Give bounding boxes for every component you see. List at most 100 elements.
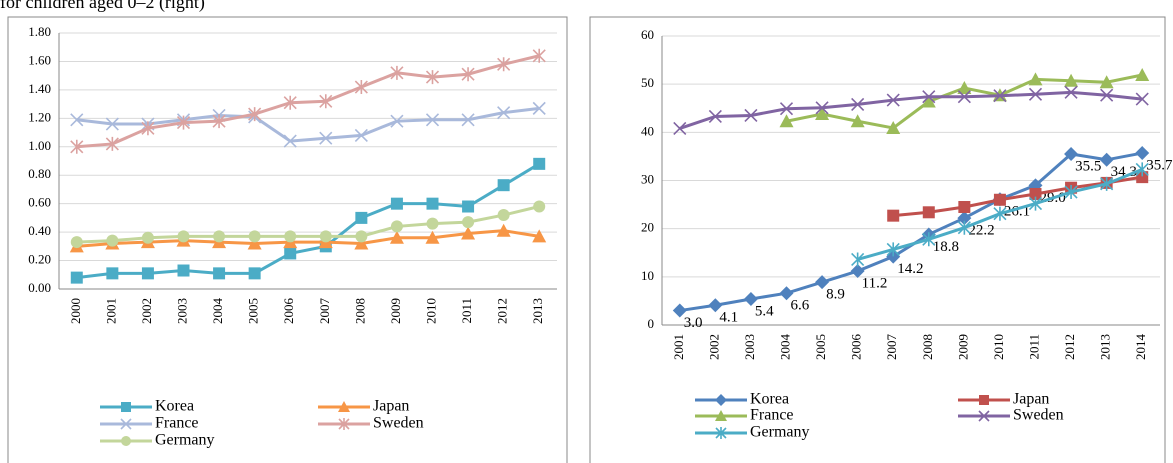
marker [497,106,511,120]
marker [425,113,440,127]
marker [461,226,476,240]
data-label: 4.1 [719,310,738,326]
marker [284,230,297,243]
marker [922,232,936,247]
marker [1028,72,1043,86]
marker [957,81,972,95]
marker [850,114,865,128]
data-label: 18.8 [933,239,959,255]
x-tick-label: 2011 [1026,334,1041,360]
y-tick-label: 40 [641,123,654,138]
marker [957,90,971,104]
caption: for children aged 0–2 (right) [0,0,205,13]
x-tick-label: 2013 [530,298,545,324]
marker [1100,88,1114,102]
y-tick-label: 0.00 [28,280,51,295]
legend-marker [121,436,131,446]
x-tick-label: 2001 [103,298,118,324]
y-tick-label: 0 [648,316,655,331]
marker [1064,185,1078,200]
marker [922,206,935,219]
x-tick-label: 2014 [1133,334,1148,361]
marker [1136,171,1149,184]
y-tick-label: 1.00 [28,138,51,153]
legend-marker [338,401,350,412]
marker [779,102,794,116]
x-tick-label: 2011 [459,298,474,324]
marker [248,267,261,280]
marker [957,211,972,226]
series-line [679,151,1143,313]
marker [426,197,439,210]
marker [743,291,758,306]
marker [815,101,829,115]
marker [141,121,155,136]
legend-label: Japan [373,398,409,415]
marker [957,220,971,235]
marker [354,236,369,250]
marker [319,131,333,145]
marker [212,114,226,129]
marker [70,271,83,284]
marker [390,65,404,80]
marker [248,107,262,122]
data-label: 3.0 [684,315,703,331]
marker [497,57,511,72]
marker [708,109,722,124]
marker [354,128,368,142]
legend-label: Germany [750,424,810,441]
x-tick-label: 2006 [281,298,296,325]
marker [1135,162,1149,177]
data-label: 11.2 [862,275,888,291]
marker [461,67,475,82]
marker [176,115,191,130]
y-tick-label: 20 [641,220,654,235]
legend-marker [978,410,990,422]
legend-marker [121,402,131,412]
marker [426,217,439,230]
y-tick-label: 1.80 [28,24,51,39]
marker [1099,75,1114,89]
marker [672,303,687,318]
marker [355,230,368,243]
marker [248,230,261,243]
legend-label: Sweden [1013,407,1064,424]
data-label: 5.4 [755,303,774,319]
data-label: 8.9 [826,287,845,303]
marker [958,200,971,213]
marker [177,264,190,277]
legend-marker [979,395,989,405]
y-tick-label: 1.40 [28,81,51,96]
data-label: 14.2 [897,261,923,277]
x-tick-label: 2010 [991,334,1006,360]
series-line [679,90,1143,130]
marker [887,209,900,222]
x-tick-label: 2003 [174,298,189,324]
y-tick-label: 1.60 [28,52,51,67]
x-tick-label: 2005 [813,334,828,360]
y-tick-label: 0.80 [28,166,51,181]
legend-label: Japan [1013,391,1049,408]
marker [389,230,404,244]
y-tick-label: 10 [641,268,654,283]
marker [177,230,190,243]
x-tick-label: 2003 [742,334,757,360]
marker [744,108,758,123]
marker [779,286,794,301]
series-line [76,54,540,149]
x-tick-label: 2012 [495,298,510,324]
chart-frame [7,16,568,463]
marker [533,200,546,213]
y-tick-label: 60 [641,27,654,42]
y-tick-label: 30 [641,171,654,186]
marker [105,117,119,131]
marker [462,200,475,213]
marker [319,94,333,109]
chart-frame [589,16,1166,463]
marker [106,267,119,280]
y-tick-label: 1.20 [28,109,51,124]
marker [815,275,830,290]
legend-marker [120,418,132,430]
marker [532,48,546,63]
